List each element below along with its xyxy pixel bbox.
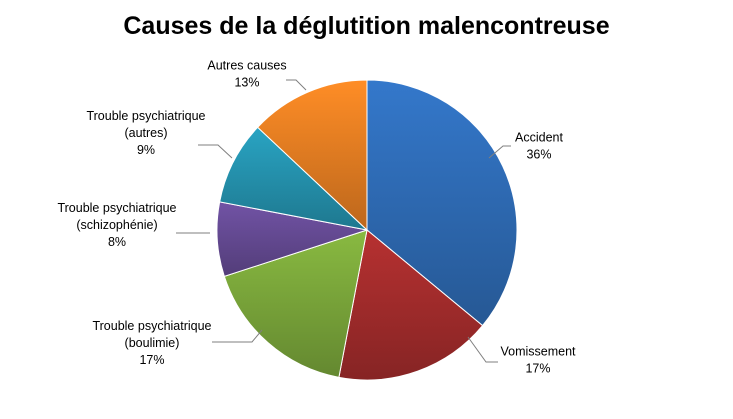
slice-name-2-line-1: (boulimie) bbox=[125, 336, 180, 350]
pie-slice-5 bbox=[256, 79, 368, 232]
slice-label-1: Vomissement 17% bbox=[500, 345, 576, 376]
slice-label-3: Trouble psychiatrique (schizophénie) 8% bbox=[57, 201, 176, 249]
slice-value-0: 36% bbox=[526, 148, 551, 162]
leader-line-2 bbox=[212, 329, 263, 343]
pie-slices bbox=[216, 79, 518, 381]
slice-name-5-line-0: Autres causes bbox=[207, 59, 286, 73]
pie-slice-4 bbox=[219, 126, 369, 231]
leader-line-5 bbox=[286, 79, 307, 91]
slice-label-5: Autres causes 13% bbox=[207, 59, 286, 90]
slice-value-4: 9% bbox=[137, 143, 155, 157]
slice-name-2-line-0: Trouble psychiatrique bbox=[92, 319, 211, 333]
slice-label-2: Trouble psychiatrique (boulimie) 17% bbox=[92, 319, 211, 367]
leader-line-1 bbox=[467, 336, 498, 363]
slice-name-3-line-1: (schizophénie) bbox=[76, 218, 157, 232]
slice-name-4-line-1: (autres) bbox=[124, 126, 167, 140]
slice-name-4-line-0: Trouble psychiatrique bbox=[86, 109, 205, 123]
leader-lines bbox=[176, 79, 511, 363]
slice-name-0-line-0: Accident bbox=[515, 131, 563, 145]
pie-slice-0 bbox=[366, 79, 518, 327]
slice-label-0: Accident 36% bbox=[515, 131, 563, 162]
pie-slice-1 bbox=[338, 229, 484, 381]
leader-line-4 bbox=[198, 144, 233, 159]
pie-slice-2 bbox=[223, 229, 368, 378]
chart-title: Causes de la déglutition malencontreuse bbox=[123, 12, 610, 40]
leader-line-0 bbox=[488, 145, 511, 159]
slice-value-3: 8% bbox=[108, 235, 126, 249]
slice-value-1: 17% bbox=[525, 362, 550, 376]
slice-value-2: 17% bbox=[139, 353, 164, 367]
slice-value-5: 13% bbox=[234, 76, 259, 90]
slice-label-4: Trouble psychiatrique (autres) 9% bbox=[86, 109, 205, 157]
slice-name-1-line-0: Vomissement bbox=[500, 345, 576, 359]
slice-name-3-line-0: Trouble psychiatrique bbox=[57, 201, 176, 215]
data-labels: Accident 36%Vomissement 17%Trouble psychia… bbox=[57, 59, 576, 376]
